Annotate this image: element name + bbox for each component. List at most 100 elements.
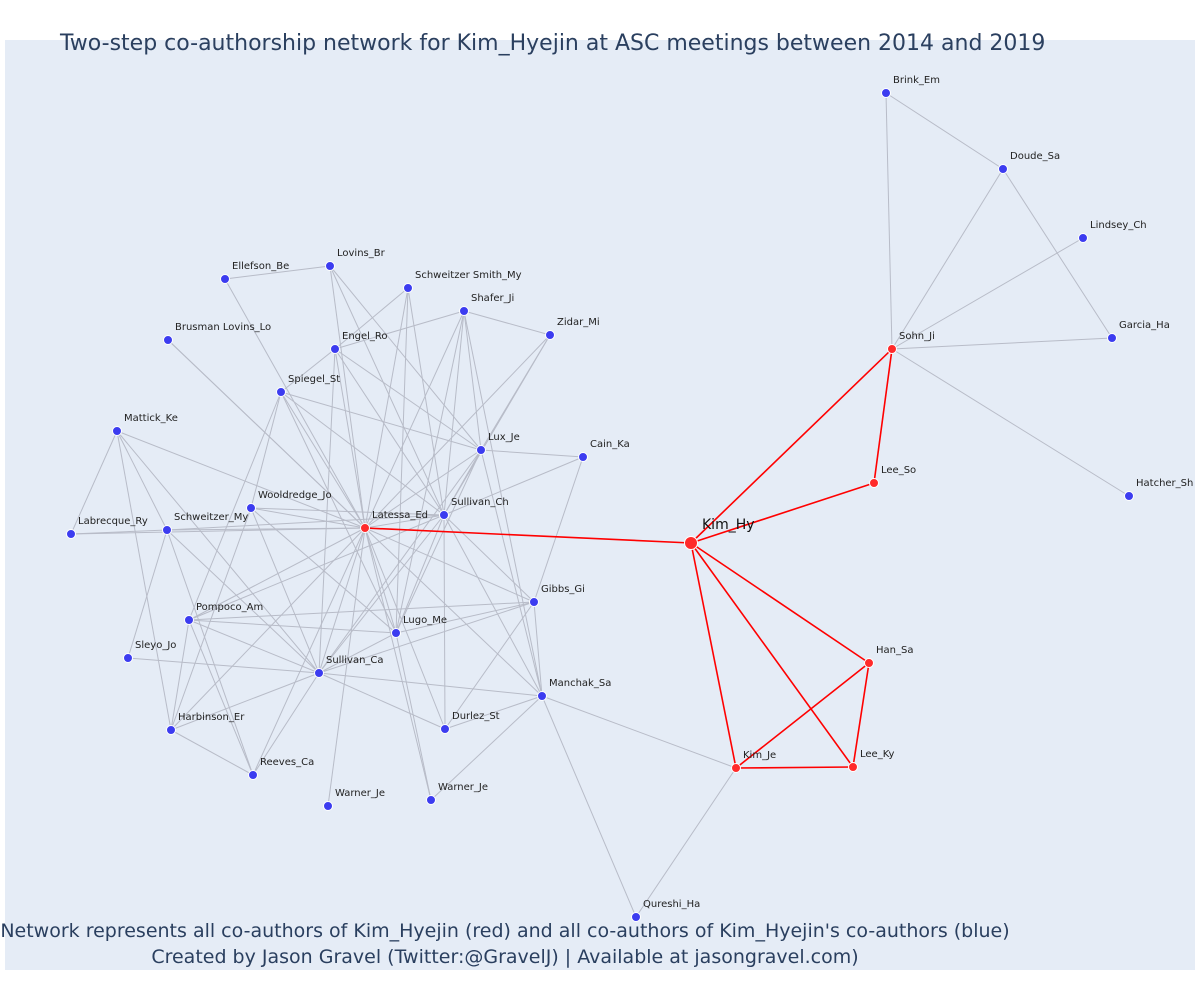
node-label-Sullivan_Ca: Sullivan_Ca bbox=[326, 655, 384, 666]
edge-Pompoco_Am-Gibbs_Gi bbox=[188, 601, 535, 621]
node-Gibbs_Gi[interactable] bbox=[529, 597, 539, 607]
node-label-Lindsey_Ch: Lindsey_Ch bbox=[1090, 220, 1147, 231]
node-label-Qureshi_Ha: Qureshi_Ha bbox=[643, 899, 700, 910]
edge-Sohn_Ji-Doude_Sa bbox=[891, 168, 1004, 350]
node-BrusmanLovins_Lo[interactable] bbox=[163, 335, 173, 345]
label-layer: Kim_Hy Latessa_Ed Sohn_Ji Lee_So Han_Sa Kim_J… bbox=[78, 75, 1193, 910]
node-Wooldredge_Jo[interactable] bbox=[246, 503, 256, 513]
node-Engel_Ro[interactable] bbox=[330, 344, 340, 354]
edge-Mattick_Ke-Labrecque_Ry bbox=[70, 430, 118, 535]
edge-Latessa_Ed-Sullivan_Ch bbox=[364, 514, 445, 529]
node-Shafer_Ji[interactable] bbox=[459, 306, 469, 316]
edge-Latessa_Ed-Manchak_Sa bbox=[364, 527, 543, 697]
edge-Sohn_Ji-Garcia_Ha bbox=[891, 337, 1113, 350]
edge-Shafer_Ji-Lugo_Me bbox=[395, 310, 465, 634]
node-Kim_Hy[interactable] bbox=[684, 536, 698, 550]
edge-Wooldredge_Jo-Lugo_Me bbox=[250, 507, 397, 634]
edge-Lux_Je-Cain_Ka bbox=[480, 449, 584, 458]
node-Latessa_Ed[interactable] bbox=[360, 523, 370, 533]
node-Kim_Je[interactable] bbox=[731, 763, 741, 773]
edge-Sullivan_Ch-Gibbs_Gi bbox=[443, 514, 535, 603]
edge-Latessa_Ed-Reeves_Ca bbox=[252, 527, 366, 776]
edge-Lugo_Me-Gibbs_Gi bbox=[395, 601, 535, 634]
edge-Schweitzer_My-Sullivan_Ch bbox=[166, 514, 445, 531]
node-Labrecque_Ry[interactable] bbox=[66, 529, 76, 539]
edge-Latessa_Ed-SchweitzerSmith_My bbox=[364, 287, 409, 529]
edge-Spiegel_St-Engel_Ro bbox=[280, 348, 336, 393]
node-Lux_Je[interactable] bbox=[476, 445, 486, 455]
node-Brink_Em[interactable] bbox=[881, 88, 891, 98]
node-Mattick_Ke[interactable] bbox=[112, 426, 122, 436]
node-Pompoco_Am[interactable] bbox=[184, 615, 194, 625]
node-Lugo_Me[interactable] bbox=[391, 628, 401, 638]
edge-Kim_Je-Manchak_Sa bbox=[541, 695, 737, 769]
node-Lee_So[interactable] bbox=[869, 478, 879, 488]
node-Harbinson_Er[interactable] bbox=[166, 725, 176, 735]
edge-Engel_Ro-Lux_Je bbox=[334, 348, 482, 451]
edge-Brink_Em-Doude_Sa bbox=[885, 92, 1004, 170]
node-Reeves_Ca[interactable] bbox=[248, 770, 258, 780]
node-SchweitzerSmith_My[interactable] bbox=[403, 283, 413, 293]
edge-Lovins_Br-Sullivan_Ch bbox=[329, 265, 445, 516]
edge-Sohn_Ji-Hatcher_Sh bbox=[891, 348, 1130, 497]
edge-Labrecque_Ry-Schweitzer_My bbox=[70, 529, 168, 535]
node-Ellefson_Be[interactable] bbox=[220, 274, 230, 284]
edge-Pompoco_Am-Sullivan_Ca bbox=[188, 619, 320, 674]
node-Zidar_Mi[interactable] bbox=[545, 330, 555, 340]
node-Garcia_Ha[interactable] bbox=[1107, 333, 1117, 343]
node-label-Schweitzer_My: Schweitzer_My bbox=[174, 512, 248, 523]
edge-Latessa_Ed-Labrecque_Ry bbox=[70, 527, 366, 535]
node-Hatcher_Sh[interactable] bbox=[1124, 491, 1134, 501]
node-Lindsey_Ch[interactable] bbox=[1078, 233, 1088, 243]
node-label-Kim_Je: Kim_Je bbox=[743, 750, 776, 761]
node-label-Cain_Ka: Cain_Ka bbox=[590, 439, 630, 450]
edge-Schweitzer_My-Reeves_Ca bbox=[166, 529, 254, 776]
node-Lovins_Br[interactable] bbox=[325, 261, 335, 271]
edge-Kim_Hy-Latessa_Ed bbox=[364, 527, 692, 544]
edge-Schweitzer_My-Sleyo_Jo bbox=[127, 529, 168, 659]
edge-Wooldredge_Jo-Sullivan_Ca bbox=[250, 507, 320, 674]
edge-Cain_Ka-Sullivan_Ch bbox=[443, 456, 584, 516]
node-label-Sleyo_Jo: Sleyo_Jo bbox=[135, 640, 176, 651]
edge-Sullivan_Ch-Sullivan_Ca bbox=[318, 514, 445, 674]
node-layer[interactable] bbox=[66, 88, 1134, 922]
node-label-Brink_Em: Brink_Em bbox=[893, 75, 940, 86]
edge-Lux_Je-Manchak_Sa bbox=[480, 449, 543, 697]
node-label-Sullivan_Ch: Sullivan_Ch bbox=[451, 497, 509, 508]
node-Cain_Ka[interactable] bbox=[578, 452, 588, 462]
node-Sullivan_Ca[interactable] bbox=[314, 668, 324, 678]
node-label-Lee_Ky: Lee_Ky bbox=[860, 749, 895, 760]
edge-Lux_Je-Lugo_Me bbox=[395, 449, 482, 634]
edge-Latessa_Ed-Lux_Je bbox=[364, 449, 482, 529]
node-Qureshi_Ha[interactable] bbox=[631, 912, 641, 922]
node-Han_Sa[interactable] bbox=[864, 658, 874, 668]
node-Manchak_Sa[interactable] bbox=[537, 691, 547, 701]
edge-Latessa_Ed-Engel_Ro bbox=[334, 348, 366, 529]
node-Sleyo_Jo[interactable] bbox=[123, 653, 133, 663]
node-Sullivan_Ch[interactable] bbox=[439, 510, 449, 520]
node-Warner_Je_1[interactable] bbox=[323, 801, 333, 811]
edge-Spiegel_St-Sullivan_Ch bbox=[280, 391, 445, 516]
edge-Latessa_Ed-Spiegel_St bbox=[280, 391, 366, 529]
node-Lee_Ky[interactable] bbox=[848, 762, 858, 772]
node-Durlez_St[interactable] bbox=[440, 724, 450, 734]
node-Schweitzer_My[interactable] bbox=[162, 525, 172, 535]
node-Spiegel_St[interactable] bbox=[276, 387, 286, 397]
edge-Kim_Je-Qureshi_Ha bbox=[635, 767, 737, 918]
edge-Kim_Hy-Han_Sa bbox=[690, 542, 870, 664]
edge-Sullivan_Ca-Harbinson_Er bbox=[170, 672, 320, 731]
edge-Shafer_Ji-Sullivan_Ch bbox=[443, 310, 465, 516]
node-Warner_Je_2[interactable] bbox=[426, 795, 436, 805]
edge-Latessa_Ed-Zidar_Mi bbox=[364, 334, 551, 529]
edge-Gibbs_Gi-Durlez_St bbox=[444, 601, 535, 730]
edge-Spiegel_St-Pompoco_Am bbox=[188, 391, 282, 621]
edge-Shafer_Ji-Zidar_Mi bbox=[463, 310, 551, 336]
node-label-Lux_Je: Lux_Je bbox=[488, 432, 520, 443]
node-Sohn_Ji[interactable] bbox=[887, 344, 897, 354]
edge-Sullivan_Ca-Reeves_Ca bbox=[252, 672, 320, 776]
node-Doude_Sa[interactable] bbox=[998, 164, 1008, 174]
edge-Lux_Je-Sullivan_Ca bbox=[318, 449, 482, 674]
node-label-Latessa_Ed: Latessa_Ed bbox=[372, 510, 428, 521]
edge-Sohn_Ji-Brink_Em bbox=[885, 92, 893, 350]
